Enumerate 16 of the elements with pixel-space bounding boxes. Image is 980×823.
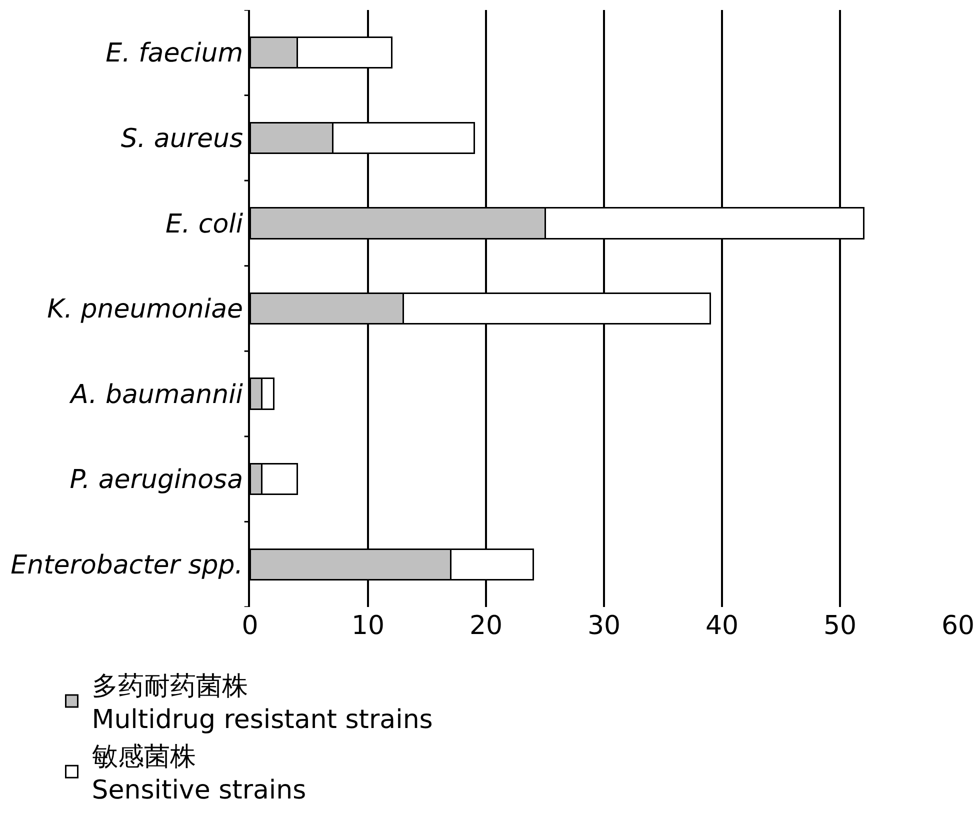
- legend-label: 多药耐药菌株 Multidrug resistant strains: [92, 671, 433, 736]
- y-tick-label: E. coli: [165, 209, 244, 240]
- x-tick-label: 20: [469, 611, 503, 641]
- x-tick-label: 30: [587, 611, 621, 641]
- y-tick-label: K. pneumoniae: [47, 294, 244, 325]
- y-tick-label: E. faecium: [106, 38, 244, 69]
- x-tick-label: 40: [705, 611, 739, 641]
- x-tick-label: 60: [941, 611, 975, 641]
- y-tick-label: Enterobacter spp.: [10, 550, 244, 580]
- y-tick-label: S. aureus: [120, 124, 244, 154]
- x-tick-label: 0: [242, 611, 258, 641]
- x-tick-label: 10: [351, 611, 385, 641]
- legend-label: 敏感菌株 Sensitive strains: [92, 742, 306, 806]
- y-tick-label: P. aeruginosa: [70, 465, 244, 496]
- y-tick-label: A. baumannii: [68, 380, 244, 410]
- x-tick-label: 50: [823, 611, 857, 641]
